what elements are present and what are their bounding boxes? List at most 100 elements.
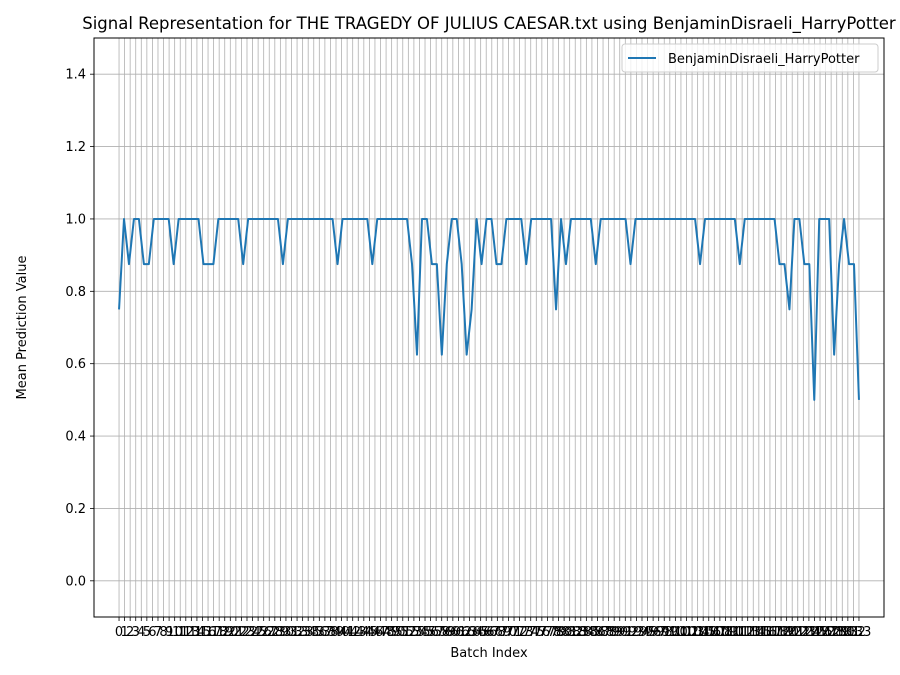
series-layer: [118, 217, 860, 401]
x-tick-label: 9: [165, 625, 173, 640]
legend-label: BenjaminDisraeli_HarryPotter: [668, 52, 860, 67]
x-tick-label: 51: [394, 625, 411, 640]
x-tick-label: 96: [645, 625, 662, 640]
x-tick-label: 84: [578, 625, 595, 640]
x-tick-label: 47: [372, 625, 389, 640]
x-tick-label: 5: [143, 625, 151, 640]
x-tick-label: 75: [528, 625, 545, 640]
x-tick-label: 100: [663, 625, 688, 640]
x-ticks: 0123456789101112131415161718192021222324…: [115, 617, 871, 640]
x-tick-label: 118: [763, 625, 788, 640]
x-tick-label: 102: [674, 625, 699, 640]
x-tick-label: 52: [400, 625, 417, 640]
x-tick-label: 85: [584, 625, 601, 640]
x-tick-label: 28: [267, 625, 284, 640]
x-tick-label: 36: [311, 625, 328, 640]
x-tick-label: 15: [194, 625, 211, 640]
x-tick-label: 19: [216, 625, 233, 640]
x-tick-label: 110: [719, 625, 744, 640]
x-tick-label: 111: [724, 625, 749, 640]
y-tick-label: 0.6: [65, 357, 86, 372]
x-tick-label: 112: [730, 625, 755, 640]
x-tick-label: 92: [623, 625, 640, 640]
x-tick-label: 129: [824, 625, 849, 640]
x-tick-label: 88: [600, 625, 617, 640]
x-tick-label: 53: [406, 625, 423, 640]
x-tick-label: 126: [808, 625, 833, 640]
x-tick-label: 16: [200, 625, 217, 640]
x-tick-label: 54: [411, 625, 428, 640]
x-tick-label: 122: [785, 625, 810, 640]
y-tick-label: 0.4: [65, 430, 86, 445]
x-tick-label: 67: [484, 625, 501, 640]
plot-frame: [93, 37, 885, 618]
legend-box: [621, 43, 879, 73]
x-tick-label: 33: [294, 625, 311, 640]
x-tick-label: 80: [556, 625, 573, 640]
x-tick-label: 131: [835, 625, 860, 640]
x-tick-label: 68: [489, 625, 506, 640]
x-tick-label: 34: [300, 625, 317, 640]
x-tick-label: 30: [278, 625, 295, 640]
x-tick-label: 62: [456, 625, 473, 640]
x-tick-label: 14: [189, 625, 206, 640]
x-tick-label: 41: [339, 625, 356, 640]
x-tick-label: 49: [383, 625, 400, 640]
x-tick-label: 26: [255, 625, 272, 640]
x-tick-label: 98: [656, 625, 673, 640]
x-tick-label: 132: [841, 625, 866, 640]
y-tick-label: 1.0: [65, 212, 86, 227]
x-tick-label: 69: [495, 625, 512, 640]
x-tick-label: 59: [439, 625, 456, 640]
x-tick-label: 11: [172, 625, 189, 640]
x-tick-label: 2: [126, 625, 134, 640]
x-tick-label: 64: [467, 625, 484, 640]
x-tick-label: 115: [746, 625, 771, 640]
x-tick-label: 95: [639, 625, 656, 640]
x-tick-label: 94: [634, 625, 651, 640]
x-tick-label: 8: [159, 625, 167, 640]
x-tick-label: 29: [272, 625, 289, 640]
x-tick-label: 83: [573, 625, 590, 640]
x-tick-label: 38: [322, 625, 339, 640]
x-tick-label: 133: [847, 625, 872, 640]
y-axis-label: Mean Prediction Value: [15, 256, 30, 400]
x-tick-label: 109: [713, 625, 738, 640]
x-tick-label: 78: [545, 625, 562, 640]
x-tick-label: 70: [500, 625, 517, 640]
x-tick-label: 104: [685, 625, 710, 640]
legend: BenjaminDisraeli_HarryPotter: [621, 43, 879, 73]
x-tick-label: 81: [561, 625, 578, 640]
x-tick-label: 77: [539, 625, 556, 640]
y-tick-label: 0.0: [65, 574, 86, 589]
x-tick-label: 90: [611, 625, 628, 640]
x-tick-label: 108: [707, 625, 732, 640]
x-tick-label: 7: [154, 625, 162, 640]
x-tick-label: 23: [239, 625, 256, 640]
x-tick-label: 22: [233, 625, 250, 640]
x-tick-label: 99: [662, 625, 679, 640]
y-ticks: 0.0 0.2 0.4 0.6 0.8 1.0 1.2 1.4: [65, 68, 94, 589]
x-tick-label: 35: [305, 625, 322, 640]
x-tick-label: 93: [628, 625, 645, 640]
x-tick-label: 57: [428, 625, 445, 640]
x-tick-label: 121: [780, 625, 805, 640]
x-tick-label: 31: [283, 625, 300, 640]
x-tick-label: 72: [511, 625, 528, 640]
x-tick-label: 3: [132, 625, 140, 640]
x-tick-label: 117: [758, 625, 783, 640]
y-tick-label: 0.8: [65, 285, 86, 300]
x-tick-label: 13: [183, 625, 200, 640]
x-tick-label: 45: [361, 625, 378, 640]
x-tick-label: 124: [796, 625, 821, 640]
x-tick-label: 87: [595, 625, 612, 640]
x-tick-label: 58: [433, 625, 450, 640]
x-tick-label: 71: [506, 625, 523, 640]
x-tick-label: 27: [261, 625, 278, 640]
x-tick-label: 43: [350, 625, 367, 640]
x-tick-label: 89: [606, 625, 623, 640]
x-tick-label: 107: [702, 625, 727, 640]
x-tick-label: 32: [289, 625, 306, 640]
